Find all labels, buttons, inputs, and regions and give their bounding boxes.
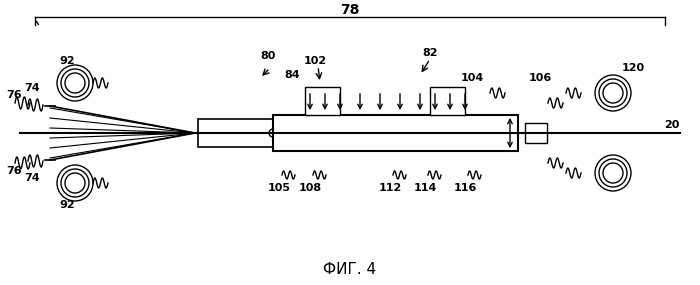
Text: 112: 112 [379, 183, 402, 193]
Text: 76: 76 [6, 166, 22, 176]
Text: 92: 92 [60, 56, 75, 66]
Text: ФИГ. 4: ФИГ. 4 [323, 262, 377, 278]
Bar [430, 87, 465, 115]
Text: 102: 102 [303, 56, 327, 66]
Text: 20: 20 [664, 120, 680, 130]
Text: 116: 116 [454, 183, 477, 193]
Bar [525, 123, 547, 143]
Text: 114: 114 [413, 183, 437, 193]
Text: 76: 76 [6, 90, 22, 100]
Text: 92: 92 [60, 200, 75, 210]
Text: 84: 84 [284, 70, 300, 80]
Text: 78: 78 [340, 3, 360, 17]
Text: 74: 74 [25, 173, 40, 183]
Text: 106: 106 [528, 73, 552, 83]
Text: 105: 105 [267, 183, 290, 193]
Text: 82: 82 [422, 48, 438, 58]
Text: 80: 80 [260, 51, 276, 61]
Bar [198, 119, 273, 147]
Bar [305, 87, 340, 115]
Bar [273, 115, 518, 151]
Text: 120: 120 [622, 63, 645, 73]
Text: 108: 108 [298, 183, 321, 193]
Text: 74: 74 [25, 83, 40, 93]
Text: 104: 104 [461, 73, 484, 83]
